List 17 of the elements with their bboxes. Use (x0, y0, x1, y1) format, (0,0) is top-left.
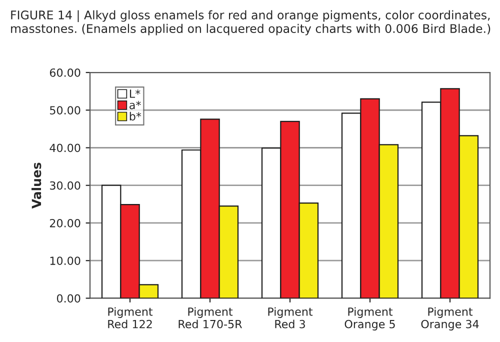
y-tick-label: 20.00 (50, 218, 80, 228)
x-tick-label: Pigment Red 3 (268, 307, 313, 328)
y-tick-label: 40.00 (50, 144, 80, 152)
y-tick-label: 30.00 (50, 181, 80, 190)
x-tick-label: Pigment Red 122 (108, 307, 153, 328)
y-tick-label: 0.00 (56, 294, 80, 303)
y-tick-label: 60.00 (50, 68, 80, 77)
y-tick-label: 50.00 (50, 106, 80, 115)
x-tick-label: Pigment Red 170-5R (178, 307, 242, 328)
legend-label: b* (130, 112, 142, 121)
chart-title: FIGURE 14 | Alkyd gloss enamels for red and orange pigments, color coordinates, masstones. (Enamels applied on lacquered opacity charts with 0.006 Bird Blade.) (11, 10, 490, 36)
legend-label: L* (130, 90, 140, 98)
y-tick-label: 10.00 (50, 256, 80, 265)
y-axis-title: Values (32, 162, 42, 209)
legend-label: a* (130, 100, 141, 110)
x-tick-label: Pigment Orange 34 (421, 307, 479, 330)
x-tick-label: Pigment Orange 5 (344, 307, 395, 330)
